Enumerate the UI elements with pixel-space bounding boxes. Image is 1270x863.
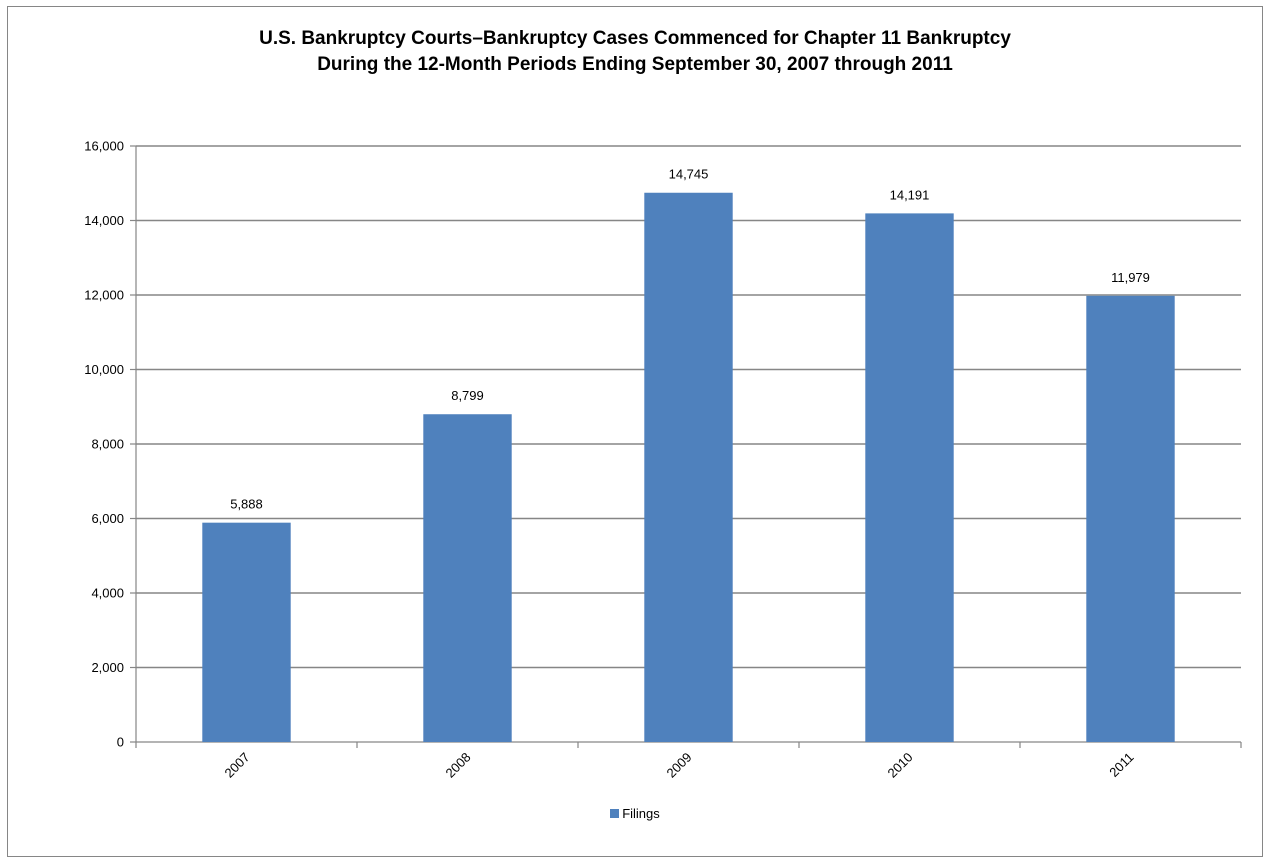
x-tick-label-2008: 2008 (443, 750, 474, 781)
axes: 0 2,000 4,000 6,000 8,000 10,000 12,000 14,000 1… (84, 139, 1242, 781)
y-tick-label-7: 14,000 (84, 213, 124, 228)
legend-swatch-filings (610, 809, 620, 819)
x-tick-label-2011: 2011 (1106, 750, 1136, 780)
data-label-2009: 14,745 (669, 167, 709, 182)
bar-2010 (865, 213, 954, 742)
legend: Filings (0, 806, 1270, 821)
y-tick-label-8: 16,000 (84, 139, 124, 154)
chart-title-line-1: U.S. Bankruptcy Courts–Bankruptcy Cases … (259, 28, 1011, 49)
bar-2009 (644, 192, 733, 742)
chart-title: U.S. Bankruptcy Courts–Bankruptcy Cases … (0, 26, 1270, 78)
data-label-2011: 11,979 (1111, 270, 1150, 285)
data-label-2010: 14,191 (890, 187, 930, 202)
y-tick-label-1: 2,000 (91, 660, 124, 675)
bars (202, 192, 1175, 742)
y-tick-label-5: 10,000 (84, 362, 124, 377)
bar-2011 (1086, 295, 1175, 742)
y-tick-label-2: 4,000 (91, 586, 124, 601)
x-tick-label-2010: 2010 (885, 750, 916, 781)
y-tick-label-0: 0 (117, 735, 124, 750)
bar-2008 (423, 414, 512, 742)
legend-label-filings: Filings (622, 806, 660, 821)
y-tick-label-4: 8,000 (91, 437, 124, 452)
y-tick-label-6: 12,000 (84, 288, 124, 303)
x-tick-label-2007: 2007 (222, 750, 253, 781)
data-label-2007: 5,888 (230, 497, 263, 512)
x-tick-label-2009: 2009 (664, 750, 695, 781)
data-labels: 5,888 8,799 14,745 14,191 11,979 (230, 167, 1150, 512)
data-label-2008: 8,799 (451, 388, 484, 403)
y-tick-label-3: 6,000 (91, 511, 124, 526)
chart-title-line-2: During the 12-Month Periods Ending Septe… (317, 54, 953, 75)
bar-2007 (202, 522, 291, 742)
